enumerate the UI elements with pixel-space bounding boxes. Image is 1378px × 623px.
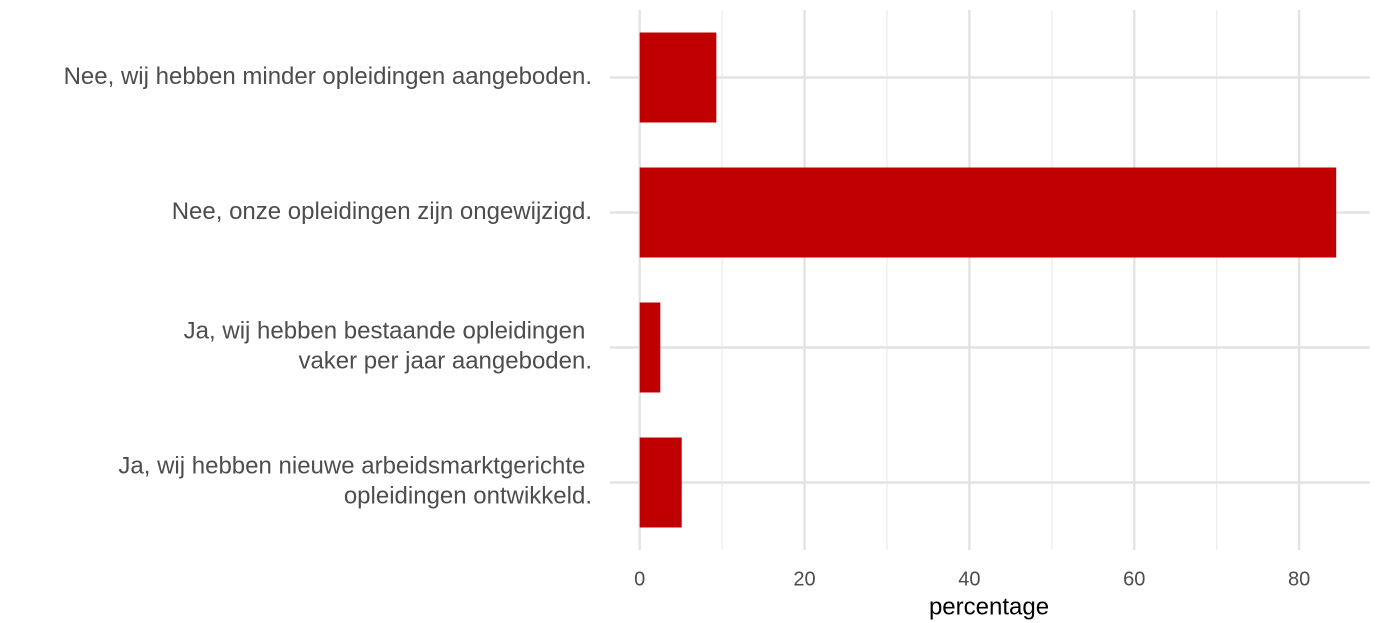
- x-tick-label: 60: [1123, 568, 1145, 590]
- bar: [639, 167, 1337, 258]
- x-tick-label: 0: [634, 568, 645, 590]
- bar: [639, 437, 682, 528]
- y-tick-label: Nee, wij hebben minder opleidingen aange…: [64, 63, 592, 90]
- bar: [639, 32, 717, 123]
- x-tick-label: 20: [793, 568, 815, 590]
- y-tick-label: Ja, wij hebben bestaande opleidingen vak…: [184, 318, 592, 375]
- y-tick-label: Ja, wij hebben nieuwe arbeidsmarktgerich…: [118, 453, 592, 510]
- x-tick-label: 40: [958, 568, 980, 590]
- bar: [639, 302, 661, 393]
- y-tick-label: Nee, onze opleidingen zijn ongewijzigd.: [172, 198, 592, 225]
- x-axis-title: percentage: [929, 593, 1049, 620]
- x-tick-label: 80: [1288, 568, 1310, 590]
